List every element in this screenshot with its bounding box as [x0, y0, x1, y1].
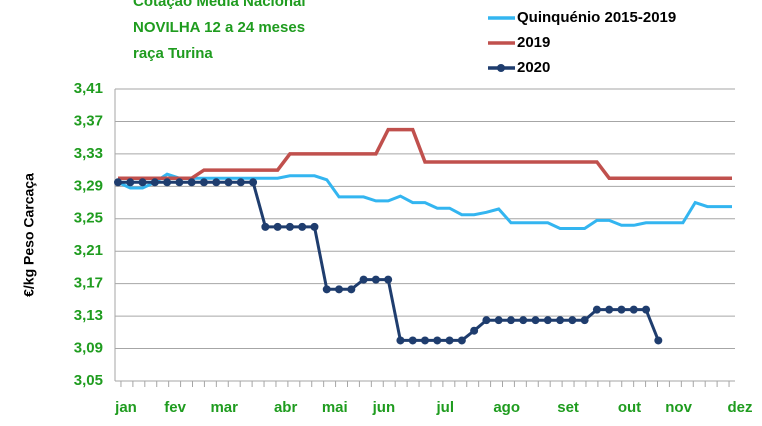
data-point	[347, 285, 356, 294]
data-point	[457, 336, 466, 345]
data-point	[543, 316, 552, 325]
y-tick-label: 3,37	[74, 112, 103, 129]
data-point	[371, 275, 380, 284]
y-tick-label: 3,17	[74, 275, 103, 292]
data-point	[384, 275, 393, 284]
y-tick-label: 3,13	[74, 307, 103, 324]
data-point	[568, 316, 577, 325]
data-point	[580, 316, 589, 325]
data-point	[150, 178, 159, 187]
data-point	[138, 178, 147, 187]
y-tick-label: 3,29	[74, 177, 103, 194]
chart-title: raça Turina	[133, 45, 213, 62]
data-point	[617, 305, 626, 314]
y-tick-label: 3,41	[74, 80, 103, 97]
data-point	[421, 336, 429, 345]
y-tick-label: 3,33	[74, 145, 103, 162]
y-tick-label: 3,25	[74, 210, 103, 227]
data-point	[531, 316, 540, 325]
x-tick-label: set	[557, 399, 579, 416]
data-point	[433, 336, 442, 345]
legend-label: Quinquénio 2015-2019	[517, 9, 676, 26]
data-point	[494, 316, 503, 325]
data-point	[592, 305, 601, 314]
data-point	[199, 178, 208, 187]
x-tick-label: mai	[322, 399, 348, 416]
y-tick-label: 3,05	[74, 372, 103, 389]
x-tick-label: ago	[493, 399, 520, 416]
legend-marker	[497, 64, 505, 72]
data-point	[249, 178, 258, 187]
data-point	[187, 178, 196, 187]
data-point	[310, 222, 319, 231]
data-point	[114, 178, 122, 187]
data-point	[654, 336, 663, 345]
legend-label: 2019	[517, 34, 550, 51]
chart-title: Cotação Média Nacional	[133, 0, 306, 10]
data-point	[396, 336, 405, 345]
x-tick-label: fev	[164, 399, 186, 416]
legend-label: 2020	[517, 59, 550, 76]
data-point	[261, 222, 270, 231]
x-tick-label: abr	[274, 399, 298, 416]
x-tick-label: jan	[114, 399, 137, 416]
data-point	[285, 222, 294, 231]
data-point	[482, 316, 491, 325]
data-point	[224, 178, 233, 187]
data-point	[519, 316, 528, 325]
y-tick-label: 3,21	[74, 242, 103, 259]
x-tick-label: out	[618, 399, 641, 416]
x-tick-label: jul	[436, 399, 455, 416]
data-point	[236, 178, 245, 187]
data-point	[605, 305, 614, 314]
series-line	[118, 127, 732, 180]
data-point	[556, 316, 565, 325]
data-point	[298, 222, 307, 231]
data-point	[322, 285, 331, 294]
series-line	[117, 172, 732, 230]
y-tick-label: 3,09	[74, 340, 103, 357]
data-point	[126, 178, 135, 187]
data-point	[470, 326, 479, 335]
y-axis-label: €/kg Peso Carcaça	[21, 173, 37, 297]
data-point	[445, 336, 454, 345]
data-point	[359, 275, 368, 284]
data-point	[629, 305, 638, 314]
data-point	[642, 305, 651, 314]
data-point	[335, 285, 344, 294]
data-point	[273, 222, 282, 231]
series-line	[118, 180, 660, 342]
data-point	[506, 316, 515, 325]
x-tick-label: dez	[727, 399, 752, 416]
data-point	[408, 336, 417, 345]
x-tick-label: mar	[210, 399, 238, 416]
x-tick-label: jun	[372, 399, 396, 416]
chart-title: NOVILHA 12 a 24 meses	[133, 19, 305, 36]
data-point	[175, 178, 184, 187]
data-point	[212, 178, 221, 187]
x-tick-label: nov	[665, 399, 692, 416]
data-point	[163, 178, 172, 187]
